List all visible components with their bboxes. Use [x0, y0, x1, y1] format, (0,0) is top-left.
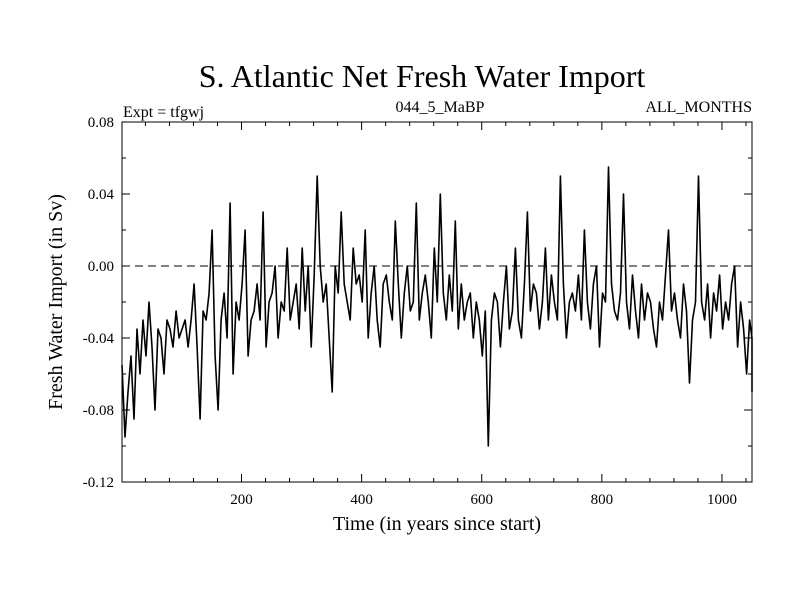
x-tick-label: 400	[350, 492, 373, 508]
x-tick-label: 1000	[707, 492, 737, 508]
x-axis-label: Time (in years since start)	[333, 513, 541, 535]
chart-title: S. Atlantic Net Fresh Water Import	[199, 58, 646, 94]
experiment-label: Expt = tfgwj	[123, 104, 204, 121]
y-axis-label: Fresh Water Import (in Sv)	[45, 194, 67, 410]
y-tick-label: -0.04	[83, 331, 115, 347]
y-tick-label: -0.12	[83, 475, 114, 491]
y-tick-label: 0.08	[88, 115, 114, 131]
months-label: ALL_MONTHS	[645, 99, 752, 116]
x-tick-label: 600	[470, 492, 493, 508]
series-line	[121, 166, 753, 447]
x-tick-label: 200	[230, 492, 253, 508]
y-tick-label: -0.08	[83, 403, 114, 419]
y-tick-label: 0.04	[88, 187, 115, 203]
period-label: 044_5_MaBP	[396, 99, 485, 116]
x-tick-label: 800	[591, 492, 614, 508]
y-tick-label: 0.00	[88, 259, 114, 275]
